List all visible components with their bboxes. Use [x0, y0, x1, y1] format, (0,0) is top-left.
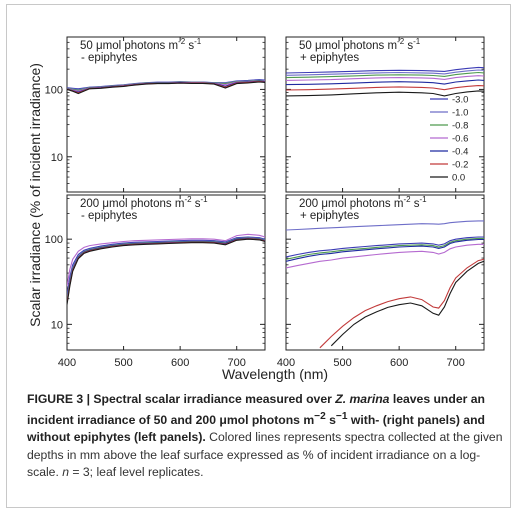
panel-frame [66, 194, 266, 351]
y-tick-label: 10 [51, 319, 63, 331]
y-axis-label: Scalar irradiance (% of incident irradia… [27, 63, 43, 327]
x-tick-label: 600 [390, 357, 408, 369]
panel-frame [285, 194, 485, 351]
legend-label: -3.0 [452, 95, 468, 106]
y-tick-label: 100 [45, 84, 63, 96]
x-tick-label: 700 [228, 357, 246, 369]
panel-frame [285, 36, 485, 193]
panel-subtitle: + epiphytes [300, 210, 359, 222]
series-line--0.8 [286, 237, 484, 260]
series-line--0.2 [319, 258, 484, 349]
legend-label: 0.0 [452, 173, 465, 184]
series-line--0.6 [67, 80, 265, 92]
series-line--0.8 [286, 71, 484, 79]
panel-title: 50 μmol photons m-2 s-1 [80, 37, 202, 52]
x-tick-label: 400 [58, 357, 76, 369]
series-line-0.0 [286, 90, 484, 97]
series-line-0.0 [67, 81, 265, 95]
legend-label: -0.8 [452, 121, 468, 132]
series-line--3.0 [286, 66, 484, 74]
series-line--3.0 [67, 236, 265, 296]
x-tick-label: 700 [447, 357, 465, 369]
panel-frame [66, 36, 266, 193]
legend-label: -0.4 [452, 147, 468, 158]
caption-bold-text2: s [325, 413, 336, 428]
x-axis-label: Wavelength (nm) [222, 366, 328, 382]
series-line--0.2 [286, 85, 484, 91]
series-line--0.6 [67, 233, 265, 287]
caption-species: Z. marina [335, 392, 390, 406]
series-line--0.4 [286, 238, 484, 262]
x-tick-label: 500 [333, 357, 351, 369]
series-line-0.0 [330, 260, 484, 347]
series-line--3.0 [286, 236, 484, 258]
y-tick-label: 10 [51, 152, 63, 164]
series-line--0.6 [286, 243, 484, 269]
legend-label: -0.6 [452, 134, 468, 145]
caption-bold-lead: FIGURE 3 | Spectral scalar irradiance me… [27, 392, 336, 406]
x-tick-label: 600 [171, 357, 189, 369]
figure-caption: FIGURE 3 | Spectral scalar irradiance me… [27, 391, 505, 481]
series-line--1.0 [286, 220, 484, 231]
series-line--0.6 [286, 75, 484, 81]
series-line-0.0 [67, 238, 265, 305]
panel-subtitle: + epiphytes [300, 52, 359, 64]
panel-subtitle: - epiphytes [81, 210, 138, 222]
caption-body-text1: Colored lines represents spectra collect… [27, 430, 503, 479]
caption-exp1: −2 [314, 411, 326, 423]
legend-label: -1.0 [452, 108, 468, 119]
caption-n: n [62, 464, 70, 479]
x-tick-label: 400 [277, 357, 295, 369]
figure-frame: 10 100 50 μmol photons m-2 s-1- epiphytes 5… [6, 4, 511, 508]
caption-bold-text1: leaves under an incident irradiance of 5… [27, 392, 485, 428]
x-tick-label: 500 [114, 357, 132, 369]
caption-bold-text3: with- (right panels) and without epiphyt… [27, 413, 485, 445]
panel-title: 200 μmol photons m-2 s-1 [80, 195, 208, 210]
panel-title: 50 μmol photons m-2 s-1 [299, 37, 421, 52]
series-line--0.4 [286, 79, 484, 86]
panel-subtitle: - epiphytes [81, 52, 138, 64]
series-line--1.0 [286, 69, 484, 76]
caption-exp2: −1 [335, 411, 348, 423]
panel-title: 200 μmol photons m-2 s-1 [299, 195, 427, 210]
legend-label: -0.2 [452, 160, 468, 171]
y-tick-label: 100 [45, 234, 63, 246]
caption-body-text2: = 3; leaf level replicates. [69, 464, 204, 479]
